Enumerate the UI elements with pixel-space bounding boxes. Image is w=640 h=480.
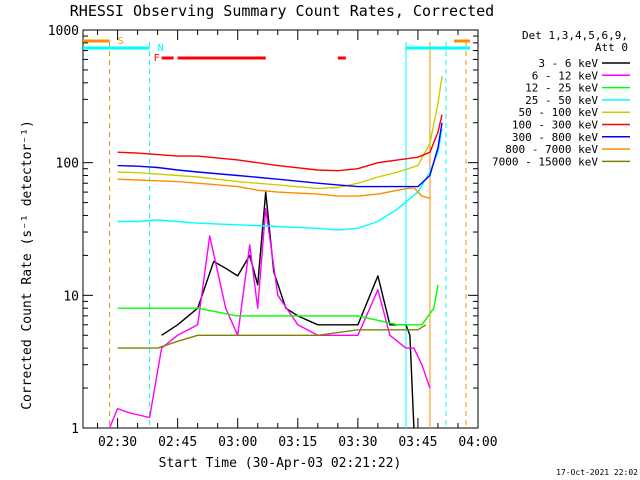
legend-label-8: 7000 - 15000 keV (492, 155, 598, 168)
flag-label-1: N (158, 43, 164, 54)
x-tick-label-1: 02:45 (158, 435, 197, 450)
legend-label-0: 3 - 6 keV (538, 57, 598, 70)
legend-header-line-2: Att 0 (595, 41, 628, 54)
plot-frame (82, 29, 479, 429)
legend-label-6: 300 - 800 keV (512, 131, 598, 144)
flag-label-2: F (154, 53, 160, 64)
x-tick-label-3: 03:15 (278, 435, 317, 450)
x-tick-label-0: 02:30 (98, 435, 137, 450)
series-line-4 (117, 75, 443, 190)
y-tick-labels: 1 10 100 1000 (48, 24, 79, 437)
legend-label-5: 100 - 300 keV (512, 119, 598, 132)
series-line-3 (117, 128, 443, 231)
legend-label-2: 12 - 25 keV (525, 82, 598, 95)
y-tick-label-0: 1 (71, 422, 79, 437)
series-line-1 (108, 207, 431, 429)
flag-label-0: S (118, 36, 124, 47)
x-tick-label-6: 04:00 (458, 435, 497, 450)
legend-label-4: 50 - 100 keV (519, 106, 599, 119)
legend-header-line-1: Det 1,3,4,5,6,9, (522, 29, 628, 42)
y-axis-label: Corrected Count Rate (s⁻¹ detector⁻¹) (20, 120, 35, 410)
y-tick-label-1: 10 (63, 289, 79, 304)
series-line-6 (117, 122, 443, 188)
legend-label-7: 800 - 7000 keV (505, 143, 598, 156)
series-line-5 (117, 114, 443, 172)
flag-bars: S NF (83, 36, 470, 64)
x-tick-labels: 02:30 02:45 03:00 03:15 03:30 03:45 04:00 (98, 435, 498, 450)
series-line-7 (117, 178, 431, 199)
legend-label-1: 6 - 12 keV (532, 69, 599, 82)
x-tick-label-2: 03:00 (218, 435, 257, 450)
timestamp: 17-Oct-2021 22:02 (556, 468, 638, 477)
plot-area (82, 29, 479, 429)
x-tick-label-5: 03:45 (398, 435, 437, 450)
y-tick-label-3: 1000 (48, 24, 79, 39)
legend-label-3: 25 - 50 keV (525, 94, 598, 107)
series-line-8 (117, 324, 427, 349)
chart-title: RHESSI Observing Summary Count Rates, Co… (70, 2, 494, 20)
y-tick-label-2: 100 (56, 157, 79, 172)
x-tick-label-4: 03:30 (338, 435, 377, 450)
x-axis-label: Start Time (30-Apr-03 02:21:22) (159, 456, 402, 471)
series-line-2 (117, 284, 439, 326)
